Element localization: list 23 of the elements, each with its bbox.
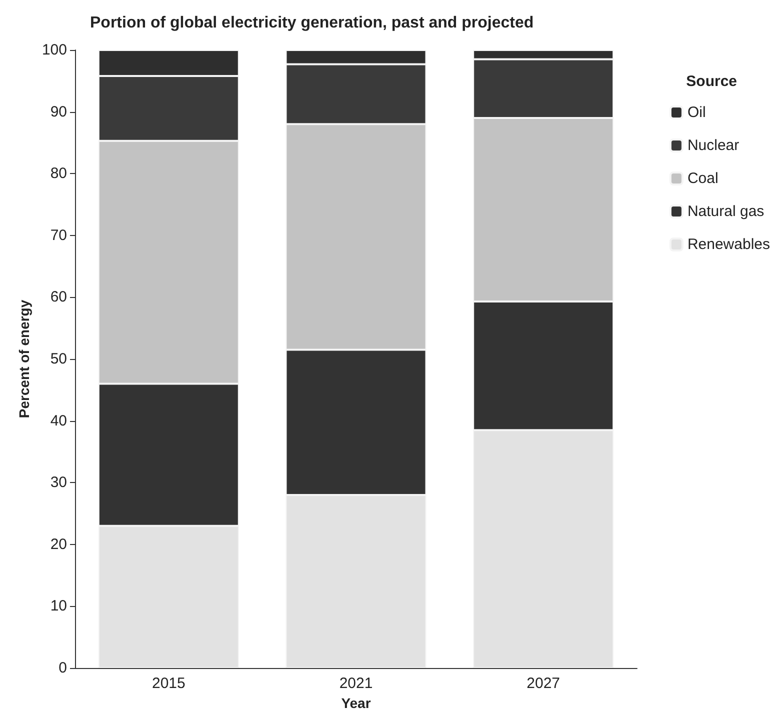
legend-label: Coal <box>687 170 718 187</box>
legend-label: Oil <box>687 104 706 121</box>
y-axis-title: Percent of energy <box>16 300 32 418</box>
y-tick-label: 20 <box>50 536 67 553</box>
chart-title: Portion of global electricity generation, past and projected <box>90 14 534 32</box>
y-tick-label: 80 <box>50 165 67 182</box>
y-tick-label: 90 <box>50 103 67 120</box>
x-tick-label: 2015 <box>152 675 186 692</box>
y-tick-label: 0 <box>58 660 67 676</box>
x-tick-label: 2021 <box>339 675 373 692</box>
y-tick-label: 100 <box>42 42 67 58</box>
y-tick-label: 50 <box>50 350 67 368</box>
y-tick-label: 70 <box>50 226 67 244</box>
y-tick-label: 60 <box>50 288 67 306</box>
legend-title: Source <box>686 73 738 90</box>
legend-label: Nuclear <box>687 137 740 154</box>
y-tick-label: 30 <box>50 474 67 492</box>
x-tick-label: 2027 <box>526 675 560 692</box>
legend-label: Renewables <box>687 236 770 253</box>
legend-label: Natural gas <box>687 203 764 220</box>
y-tick-label: 40 <box>50 412 67 430</box>
x-axis-title: Year <box>341 695 372 711</box>
y-tick-label: 10 <box>50 598 67 615</box>
